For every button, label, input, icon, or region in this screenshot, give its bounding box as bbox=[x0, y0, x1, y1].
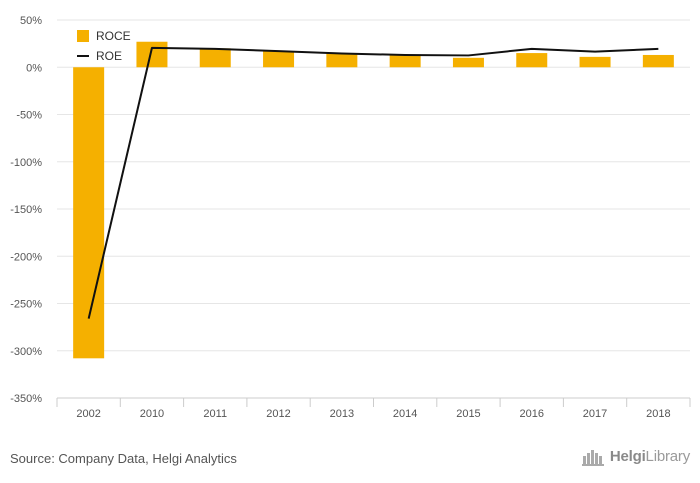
footer: Source: Company Data, Helgi Analytics He… bbox=[0, 440, 700, 483]
brand-name-rest: Library bbox=[645, 447, 691, 465]
y-tick-label: -250% bbox=[10, 299, 42, 311]
y-tick-label: 0% bbox=[26, 62, 42, 74]
x-tick-label: 2002 bbox=[76, 408, 100, 420]
roce-bar bbox=[389, 54, 421, 68]
roce-bar bbox=[452, 57, 484, 68]
x-tick-label: 2012 bbox=[266, 408, 290, 420]
roce-bars bbox=[73, 41, 674, 359]
brand-logo: HelgiLibrary bbox=[581, 446, 690, 466]
legend-roe-label: ROE bbox=[96, 49, 122, 63]
y-tick-label: 50% bbox=[20, 15, 42, 27]
y-tick-label: -300% bbox=[10, 346, 42, 358]
roce-bar bbox=[326, 53, 358, 68]
roce-bar bbox=[73, 67, 105, 359]
chart: 50%0%-50%-100%-150%-200%-250%-300%-350% … bbox=[10, 15, 691, 420]
y-tick-label: -350% bbox=[10, 393, 42, 405]
source-note: Source: Company Data, Helgi Analytics bbox=[10, 451, 237, 466]
roe-line bbox=[87, 46, 659, 319]
brand-name: HelgiLibrary bbox=[610, 448, 690, 465]
gridlines bbox=[57, 19, 690, 399]
x-axis: 2002 2010 2011 2012 2013 2014 2015 2016 2017 2018 bbox=[56, 397, 691, 420]
legend-roce-swatch bbox=[77, 30, 89, 42]
x-tick-label: 2015 bbox=[456, 408, 480, 420]
x-tick-label: 2011 bbox=[203, 408, 227, 420]
roce-bar bbox=[263, 51, 295, 68]
helgi-library-logo-icon bbox=[581, 450, 604, 466]
y-tick-label: -100% bbox=[10, 157, 42, 169]
roce-bar bbox=[516, 53, 548, 68]
y-axis-ticks: 50% 0% -50% -100% -150% -200% -250% -300% -350% bbox=[10, 15, 42, 405]
roce-bar bbox=[642, 54, 674, 68]
y-tick-label: -200% bbox=[10, 251, 42, 263]
x-tick-label: 2010 bbox=[140, 408, 164, 420]
roce-bar bbox=[136, 41, 168, 68]
x-tick-label: 2017 bbox=[583, 408, 607, 420]
x-tick-label: 2016 bbox=[520, 408, 544, 420]
roce-bar bbox=[199, 48, 231, 68]
brand-name-bold: Helgi bbox=[609, 447, 646, 465]
x-tick-label: 2018 bbox=[646, 408, 670, 420]
legend: ROCE ROE bbox=[77, 29, 131, 63]
y-tick-label: -50% bbox=[16, 110, 42, 122]
roe-line-group bbox=[87, 46, 659, 319]
x-tick-label: 2014 bbox=[393, 408, 417, 420]
x-tick-label: 2013 bbox=[330, 408, 354, 420]
y-tick-label: -150% bbox=[10, 204, 42, 216]
legend-roce-label: ROCE bbox=[96, 29, 131, 43]
roce-bar bbox=[579, 56, 611, 68]
